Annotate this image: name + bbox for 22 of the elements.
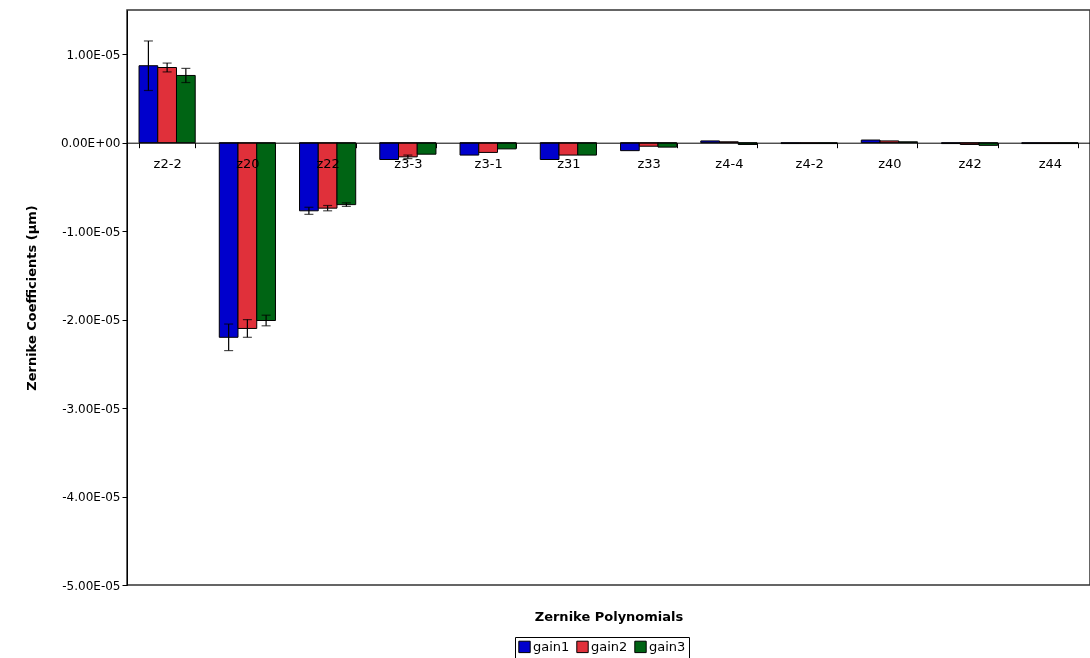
y-axis-title: Zernike Coefficients (µm): [23, 205, 39, 391]
y-tick-label: -2.00E-05: [62, 313, 121, 328]
y-tick-label: -4.00E-05: [62, 490, 121, 505]
x-tick-label: z3-3: [394, 156, 423, 172]
legend-label: gain2: [591, 638, 628, 654]
legend-label: gain3: [649, 638, 686, 654]
legend-label: gain1: [533, 638, 570, 654]
y-tick-label: 0.00E+00: [60, 136, 121, 151]
y-tick-label: -5.00E-05: [62, 578, 121, 593]
x-axis-title: Zernike Polynomials: [534, 608, 684, 624]
x-tick-label: z33: [637, 156, 661, 172]
x-tick-label: z4-4: [715, 156, 744, 172]
x-tick-label: z3-1: [474, 156, 503, 172]
x-tick-label: z4-2: [795, 156, 824, 172]
y-tick-label: -1.00E-05: [62, 224, 121, 239]
x-tick-label: z44: [1038, 156, 1063, 172]
x-tick-label: z2-2: [153, 156, 182, 172]
x-tick-label: z42: [958, 156, 982, 172]
y-tick-label: 1.00E-05: [66, 47, 121, 62]
x-tick-label: z40: [878, 156, 902, 172]
x-tick-label: z31: [557, 156, 581, 172]
y-tick-label: -3.00E-05: [62, 401, 121, 416]
